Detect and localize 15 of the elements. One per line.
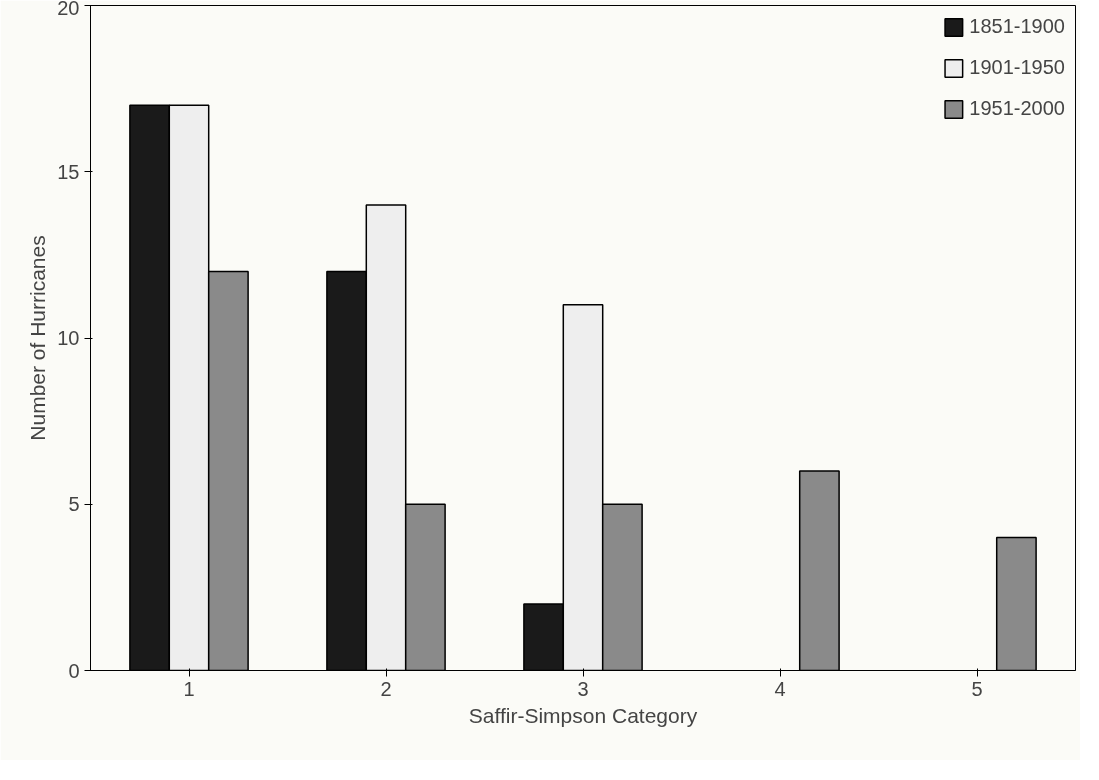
y-tick-label: 15 [57, 160, 80, 183]
x-tick-label: 2 [380, 677, 392, 700]
legend-label: 1901-1950 [969, 56, 1065, 79]
y-axis-title: Number of Hurricanes [26, 235, 50, 441]
y-tick-label: 20 [57, 0, 80, 19]
legend-label: 1951-2000 [969, 97, 1065, 120]
x-tick-label: 3 [577, 677, 589, 700]
x-axis-title: Saffir-Simpson Category [468, 703, 698, 727]
y-tick-label: 5 [68, 493, 80, 516]
legend-label: 1851-1900 [969, 15, 1065, 38]
y-tick-label: 0 [68, 659, 80, 682]
x-tick-label: 4 [774, 677, 786, 700]
y-tick-label: 10 [57, 327, 80, 349]
x-tick-label: 1 [183, 677, 195, 700]
x-tick-label: 5 [971, 677, 983, 700]
